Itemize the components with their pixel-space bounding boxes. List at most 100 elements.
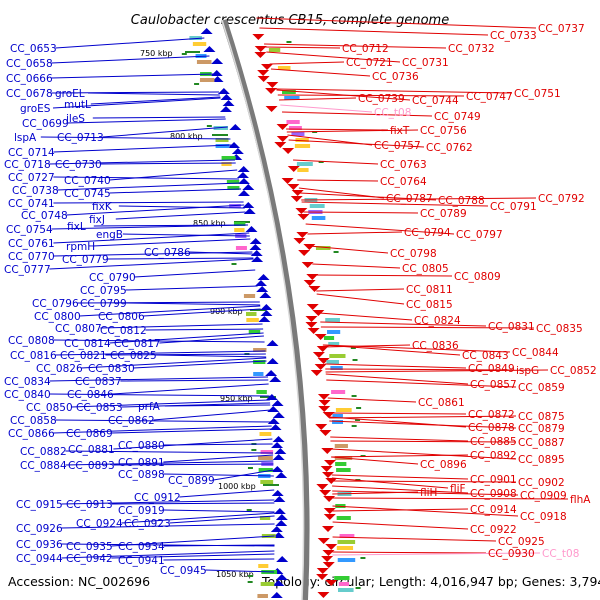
gene-label[interactable]: CC_0831 [488, 321, 535, 333]
gene-label[interactable]: CC_0934 [118, 541, 165, 553]
gene-label[interactable]: CC_0850 [26, 402, 73, 414]
gene-label[interactable]: CC_0763 [380, 159, 427, 171]
gene-label[interactable]: fixK [92, 201, 113, 213]
gene-label[interactable]: CC_0714 [8, 147, 55, 159]
gene-label[interactable]: CC_0737 [538, 23, 585, 35]
gene-label[interactable]: CC_0770 [8, 251, 55, 263]
gene-label[interactable]: CC_0840 [4, 389, 51, 401]
gene-label[interactable]: CC_0786 [144, 247, 191, 259]
gene-label[interactable]: CC_0899 [168, 475, 215, 487]
gene-label[interactable]: CC_0844 [512, 347, 559, 359]
gene-label[interactable]: CC_0764 [380, 176, 427, 188]
gene-label[interactable]: CC_0893 [68, 460, 115, 472]
gene-label[interactable]: CC_0858 [10, 415, 57, 427]
gene-label[interactable]: CC_0795 [80, 285, 127, 297]
gene-label[interactable]: CC_0744 [412, 95, 459, 107]
gene-label[interactable]: CC_0699 [22, 118, 69, 130]
gene-label[interactable]: CC_0880 [118, 440, 165, 452]
gene-label[interactable]: CC_0837 [75, 376, 122, 388]
gene-label[interactable]: CC_0751 [514, 88, 561, 100]
rna-label[interactable]: CC_t08 [374, 107, 411, 119]
gene-label[interactable]: CC_0901 [470, 474, 517, 486]
gene-label[interactable]: CC_0757 [374, 140, 421, 152]
gene-label[interactable]: CC_0892 [470, 450, 517, 462]
gene-label[interactable]: fliF [450, 483, 466, 495]
gene-label[interactable]: CC_0887 [518, 437, 565, 449]
gene-label[interactable]: CC_0809 [454, 271, 501, 283]
gene-label[interactable]: CC_0806 [98, 311, 145, 323]
gene-label[interactable]: flhA [570, 494, 591, 506]
gene-label[interactable]: CC_0821 [60, 350, 107, 362]
gene-label[interactable]: CC_0736 [372, 71, 419, 83]
gene-label[interactable]: CC_0791 [490, 201, 537, 213]
gene-label[interactable]: CC_0653 [10, 43, 57, 55]
gene-label[interactable]: CC_0919 [118, 505, 165, 517]
gene-label[interactable]: CC_0836 [412, 340, 459, 352]
gene-label[interactable]: CC_0914 [470, 504, 517, 516]
gene-label[interactable]: CC_0741 [8, 198, 55, 210]
gene-label[interactable]: CC_0923 [124, 518, 171, 530]
gene-label[interactable]: CC_0918 [520, 511, 567, 523]
gene-label[interactable]: CC_0811 [406, 284, 453, 296]
gene-label[interactable]: CC_0732 [448, 43, 495, 55]
gene-label[interactable]: CC_0884 [20, 460, 67, 472]
gene-label[interactable]: CC_0779 [62, 254, 109, 266]
gene-label[interactable]: CC_0749 [434, 111, 481, 123]
gene-label[interactable]: CC_0824 [414, 315, 461, 327]
gene-label[interactable]: CC_0852 [550, 365, 597, 377]
gene-label[interactable]: CC_0891 [118, 457, 165, 469]
gene-label[interactable]: CC_0761 [8, 238, 55, 250]
gene-label[interactable]: CC_0805 [402, 263, 449, 275]
gene-label[interactable]: CC_0881 [68, 444, 115, 456]
gene-label[interactable]: CC_0713 [57, 132, 104, 144]
gene-label[interactable]: CC_0902 [518, 477, 565, 489]
gene-label[interactable]: CC_0777 [4, 264, 51, 276]
gene-label[interactable]: CC_0825 [110, 350, 157, 362]
gene-label[interactable]: CC_0814 [64, 338, 111, 350]
gene-label[interactable]: CC_0895 [518, 454, 565, 466]
gene-label[interactable]: CC_0857 [470, 379, 517, 391]
gene-label[interactable]: fixL [67, 221, 86, 233]
gene-label[interactable]: CC_0799 [80, 298, 127, 310]
gene-label[interactable]: CC_0853 [76, 402, 123, 414]
gene-label[interactable]: CC_0745 [64, 188, 111, 200]
gene-label[interactable]: CC_0740 [64, 175, 111, 187]
gene-label[interactable]: ispG [516, 365, 539, 377]
gene-label[interactable]: CC_0815 [406, 299, 453, 311]
gene-label[interactable]: CC_0922 [470, 524, 517, 536]
gene-label[interactable]: CC_0796 [32, 298, 79, 310]
gene-label[interactable]: CC_0930 [488, 548, 535, 560]
gene-label[interactable]: CC_0788 [438, 195, 485, 207]
gene-label[interactable]: CC_0718 [4, 159, 51, 171]
gene-label[interactable]: CC_0808 [8, 335, 55, 347]
gene-label[interactable]: CC_0869 [66, 428, 113, 440]
gene-label[interactable]: CC_0878 [468, 422, 515, 434]
gene-label[interactable]: CC_0787 [386, 193, 433, 205]
gene-label[interactable]: CC_0812 [100, 325, 147, 337]
gene-label[interactable]: CC_0926 [16, 523, 63, 535]
gene-label[interactable]: groEL [55, 88, 85, 100]
gene-label[interactable]: CC_0826 [36, 363, 83, 375]
gene-label[interactable]: CC_0945 [160, 565, 207, 577]
gene-label[interactable]: CC_0797 [456, 229, 503, 241]
gene-label[interactable]: CC_0807 [55, 323, 102, 335]
gene-label[interactable]: CC_0913 [66, 499, 113, 511]
gene-label[interactable]: CC_0912 [134, 492, 181, 504]
gene-label[interactable]: CC_0792 [538, 193, 585, 205]
gene-label[interactable]: CC_0941 [118, 555, 165, 567]
gene-label[interactable]: CC_0935 [66, 541, 113, 553]
gene-label[interactable]: CC_0800 [34, 311, 81, 323]
gene-label[interactable]: mutL [64, 99, 91, 111]
gene-label[interactable]: CC_0896 [420, 459, 467, 471]
gene-label[interactable]: CC_0817 [114, 338, 161, 350]
gene-label[interactable]: CC_0738 [12, 185, 59, 197]
gene-label[interactable]: ileS [66, 113, 85, 125]
gene-label[interactable]: CC_0849 [468, 363, 515, 375]
gene-label[interactable]: CC_0658 [6, 58, 53, 70]
gene-label[interactable]: CC_0915 [16, 499, 63, 511]
gene-label[interactable]: CC_0875 [518, 411, 565, 423]
gene-label[interactable]: CC_0936 [16, 539, 63, 551]
gene-label[interactable]: CC_0733 [490, 30, 537, 42]
gene-label[interactable]: CC_0866 [8, 428, 55, 440]
gene-label[interactable]: CC_0798 [390, 248, 437, 260]
